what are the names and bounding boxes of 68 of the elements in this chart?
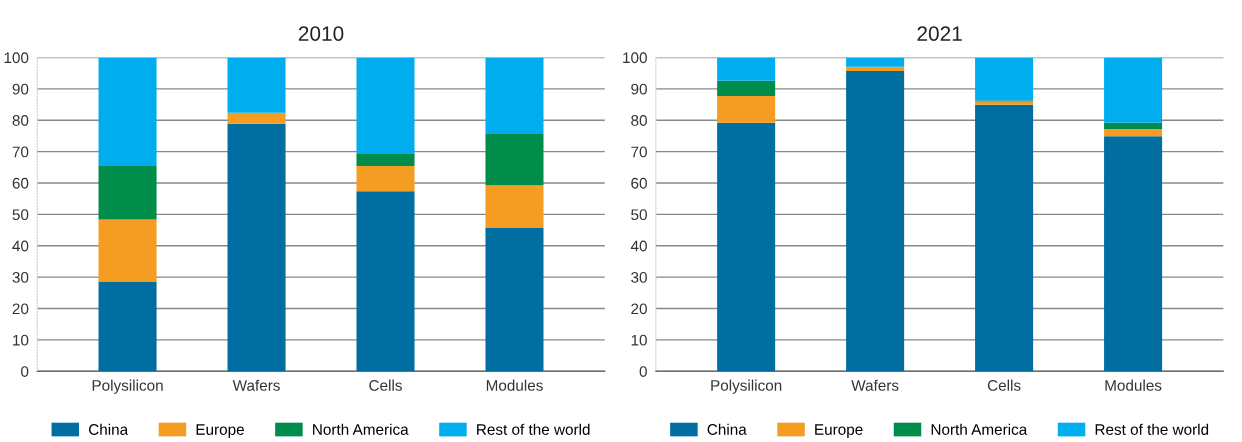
- y-tick-label: 30: [631, 272, 647, 283]
- y-tick-label: 50: [12, 209, 29, 221]
- y-tick-label: 100: [4, 52, 29, 64]
- bar: [846, 57, 905, 67]
- bar: [356, 57, 415, 154]
- y-tick-label: 70: [12, 146, 29, 158]
- bar: [975, 57, 1034, 101]
- x-tick-label: Modules: [1105, 379, 1162, 391]
- y-tick-label: 60: [12, 177, 29, 189]
- x-tick-label: Wafers: [232, 379, 280, 391]
- chart-title: 2010: [298, 26, 344, 41]
- bar: [356, 166, 415, 192]
- x-tick-label: Wafers: [851, 379, 899, 391]
- bar: [846, 66, 905, 71]
- bar: [717, 122, 776, 372]
- bar: [1104, 57, 1163, 123]
- bar: [485, 227, 544, 372]
- y-tick-label: 10: [13, 334, 29, 346]
- legend-label: Rest of the world: [477, 423, 590, 435]
- y-tick-label: 50: [631, 209, 647, 221]
- bar: [98, 166, 157, 220]
- chart-title: 2021: [917, 26, 962, 41]
- y-tick-label: 60: [631, 177, 647, 189]
- y-tick-label: 20: [631, 303, 647, 315]
- bar: [485, 185, 544, 228]
- legend-label: North America: [931, 423, 1028, 435]
- x-tick-label: Cells: [987, 379, 1021, 391]
- bar: [98, 281, 157, 372]
- y-tick-label: 10: [631, 334, 647, 346]
- bar: [717, 80, 776, 97]
- bar: [98, 219, 157, 282]
- y-tick-label: 40: [12, 240, 29, 252]
- x-tick-label: Polysilicon: [711, 379, 782, 394]
- bar: [717, 96, 776, 123]
- x-tick-label: Modules: [486, 379, 543, 391]
- bar: [227, 112, 286, 124]
- legend-label: North America: [313, 423, 409, 435]
- bar: [717, 57, 776, 81]
- y-tick-label: 80: [631, 115, 647, 126]
- legend-label: Europe: [815, 424, 863, 438]
- bar: [356, 153, 415, 167]
- y-tick-label: 90: [12, 83, 29, 95]
- y-tick-label: 80: [12, 115, 29, 126]
- bar: [485, 134, 544, 186]
- y-tick-label: 40: [630, 240, 647, 252]
- legend-label: Rest of the world: [1095, 423, 1209, 435]
- y-tick-label: 90: [631, 83, 647, 95]
- legend-label: Europe: [196, 424, 244, 438]
- y-tick-label: 0: [639, 366, 647, 377]
- bar: [1104, 129, 1163, 137]
- legend-label: China: [707, 423, 747, 435]
- bar: [98, 57, 157, 167]
- bar: [356, 191, 415, 372]
- bar: [1104, 136, 1163, 372]
- bar: [485, 57, 544, 135]
- y-tick-label: 100: [623, 52, 647, 64]
- bar: [227, 123, 286, 372]
- y-tick-label: 0: [21, 366, 29, 377]
- bar: [975, 104, 1034, 372]
- y-tick-label: 20: [12, 303, 29, 315]
- x-tick-label: Cells: [369, 379, 402, 391]
- x-tick-label: Polysilicon: [92, 379, 163, 394]
- legend-label: China: [89, 423, 129, 435]
- bar: [846, 70, 905, 372]
- y-tick-label: 70: [631, 146, 647, 158]
- bar: [227, 57, 286, 113]
- bar: [1104, 122, 1163, 130]
- y-tick-label: 30: [12, 272, 29, 283]
